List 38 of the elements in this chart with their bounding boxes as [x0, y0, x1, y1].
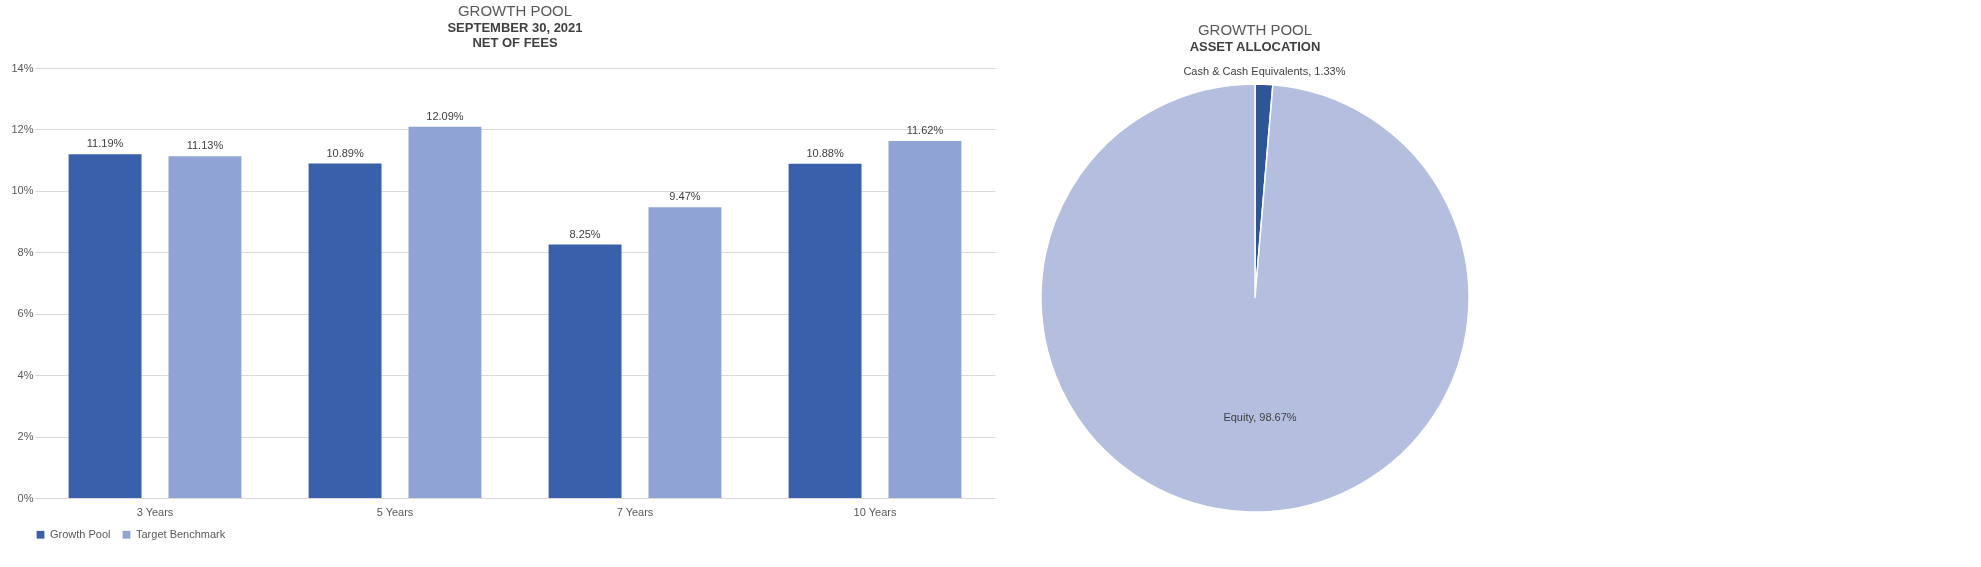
y-tick-label: 8% — [17, 245, 34, 258]
y-tick-label: 4% — [17, 368, 34, 381]
data-label: 10.89% — [326, 146, 364, 159]
bar — [408, 126, 482, 498]
data-label: 8.25% — [569, 227, 601, 240]
bar — [548, 244, 622, 498]
bar — [888, 141, 962, 498]
slice-label: Cash & Cash Equivalents, 1.33% — [1183, 65, 1346, 78]
y-tick-label: 10% — [11, 184, 34, 197]
y-tick-label: 6% — [17, 307, 34, 320]
x-tick-label: 7 Years — [616, 505, 654, 518]
data-label: 12.09% — [426, 109, 464, 122]
x-tick-label: 3 Years — [136, 505, 174, 518]
y-tick-label: 2% — [17, 430, 34, 443]
data-label: 11.19% — [86, 137, 124, 150]
x-tick-label: 5 Years — [376, 505, 414, 518]
slice-label: Equity, 98.67% — [1223, 410, 1297, 423]
x-tick-label: 10 Years — [853, 505, 897, 518]
bar — [648, 207, 722, 498]
text: NET OF FEES — [472, 35, 558, 50]
legend-label: Target Benchmark — [136, 527, 226, 540]
bar — [68, 154, 142, 498]
y-tick-label: 0% — [17, 491, 34, 504]
chart-subtitle: SEPTEMBER 30, 2021 — [447, 20, 583, 35]
chart-title: GROWTH POOL — [1197, 21, 1313, 39]
chart-title: GROWTH POOL — [457, 2, 573, 19]
y-tick-label: 12% — [11, 122, 34, 135]
legend-label: Growth Pool — [50, 527, 111, 540]
chart-subtitle: ASSET ALLOCATION — [1189, 39, 1321, 55]
data-label: 9.47% — [669, 190, 701, 203]
data-label: 11.62% — [906, 124, 944, 137]
bar — [168, 156, 242, 498]
y-tick-label: 14% — [11, 61, 34, 74]
bar — [788, 163, 862, 498]
bar — [308, 163, 382, 498]
data-label: 10.88% — [806, 146, 844, 159]
data-label: 11.13% — [186, 139, 224, 152]
pie-slice — [1040, 83, 1470, 513]
